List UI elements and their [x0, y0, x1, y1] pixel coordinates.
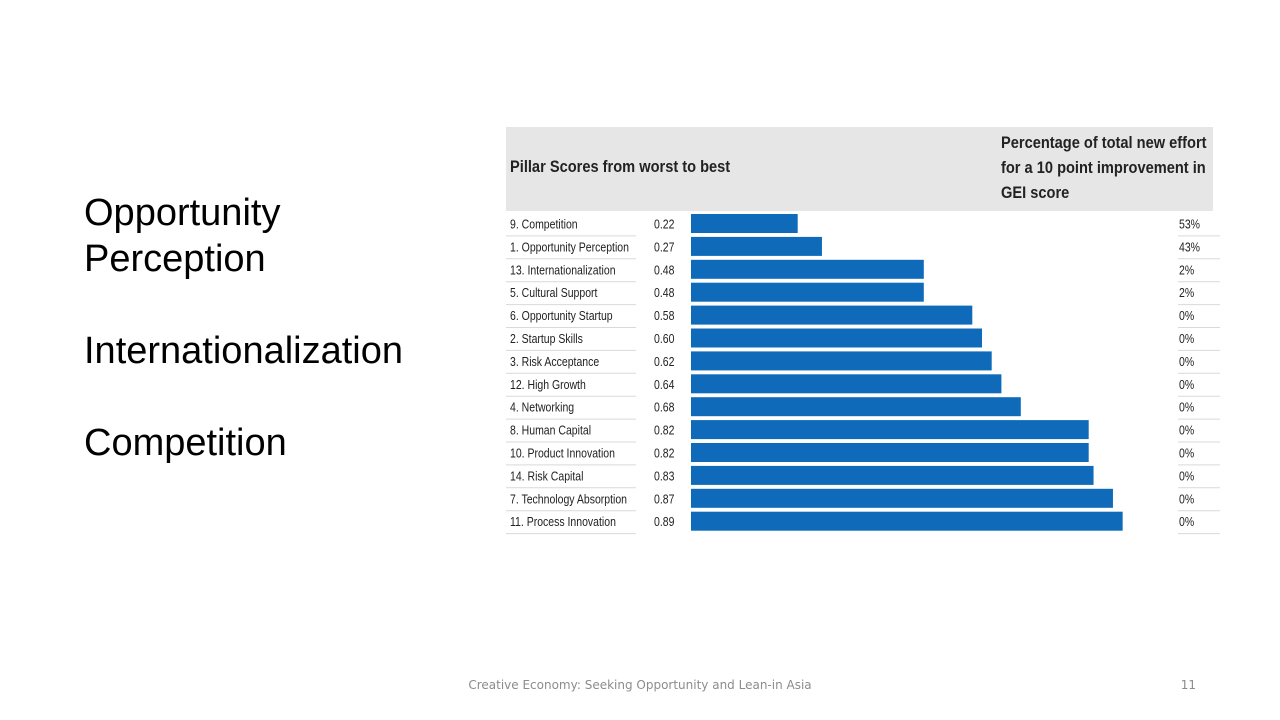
effort-label: 43%	[1179, 242, 1200, 255]
bar	[691, 328, 982, 348]
bar	[691, 214, 798, 233]
category-label: 12. High Growth	[510, 379, 586, 392]
effort-label: 2%	[1179, 287, 1194, 300]
effort-label: 0%	[1179, 402, 1194, 415]
bar	[691, 282, 924, 302]
effort-column-header: Percentage of total new effort for a 10 …	[1001, 133, 1207, 202]
point-opportunity-perception: Opportunity Perception	[84, 192, 281, 280]
category-label: 9. Competition	[510, 219, 578, 232]
page-number: 11	[1180, 678, 1196, 692]
slide-footer: Creative Economy: Seeking Opportunity an…	[468, 678, 812, 692]
bar	[691, 374, 1002, 394]
effort-label: 2%	[1179, 265, 1194, 278]
effort-label: 53%	[1179, 219, 1200, 232]
category-label: 8. Human Capital	[510, 425, 591, 438]
bar	[691, 397, 1021, 417]
value-label: 0.48	[654, 287, 674, 300]
effort-label: 0%	[1179, 471, 1194, 484]
bar	[691, 236, 822, 256]
value-label: 0.68	[654, 402, 674, 415]
effort-label: 0%	[1179, 425, 1194, 438]
value-label: 0.82	[654, 425, 674, 438]
category-label: 2. Startup Skills	[510, 333, 583, 346]
effort-label: 0%	[1179, 448, 1194, 461]
effort-label: 0%	[1179, 379, 1194, 392]
value-label: 0.87	[654, 494, 674, 507]
category-label: 10. Product Innovation	[510, 448, 615, 461]
bar	[691, 443, 1089, 462]
bar	[691, 465, 1094, 485]
value-label: 0.27	[654, 242, 674, 255]
value-label: 0.48	[654, 265, 674, 278]
effort-label: 0%	[1179, 494, 1194, 507]
effort-label: 0%	[1179, 356, 1194, 369]
category-label: 14. Risk Capital	[510, 471, 583, 484]
bar	[691, 259, 924, 279]
point-internationalization: Internationalization	[84, 330, 403, 372]
category-label: 3. Risk Acceptance	[510, 356, 599, 369]
value-label: 0.89	[654, 516, 674, 529]
value-label: 0.60	[654, 333, 674, 346]
category-label: 13. Internationalization	[510, 265, 616, 278]
bar	[691, 511, 1123, 531]
category-label: 6. Opportunity Startup	[510, 310, 613, 323]
category-label: 4. Networking	[510, 402, 574, 415]
value-label: 0.82	[654, 448, 674, 461]
slide-bullet-list: Opportunity Perception Internationalizat…	[84, 190, 464, 512]
effort-label: 0%	[1179, 333, 1194, 346]
effort-label: 0%	[1179, 516, 1194, 529]
bar	[691, 351, 992, 371]
point-competition: Competition	[84, 422, 287, 464]
bar-chart-svg: 9. Competition 0.22 53% 1. Opportunity Perc…	[506, 214, 1220, 535]
effort-label: 0%	[1179, 310, 1194, 323]
bar	[691, 305, 973, 325]
value-label: 0.22	[654, 219, 674, 232]
pillar-scores-chart: Pillar Scores from worst to best Percent…	[506, 127, 1220, 537]
category-label: 11. Process Innovation	[510, 516, 616, 529]
category-label: 1. Opportunity Perception	[510, 242, 629, 255]
value-label: 0.58	[654, 310, 674, 323]
bar	[691, 420, 1089, 440]
chart-header	[506, 127, 1213, 211]
value-label: 0.83	[654, 471, 674, 484]
value-label: 0.62	[654, 356, 674, 369]
chart-title: Pillar Scores from worst to best	[510, 157, 731, 176]
category-label: 5. Cultural Support	[510, 287, 598, 300]
value-label: 0.64	[654, 379, 675, 392]
category-label: 7. Technology Absorption	[510, 494, 627, 507]
bar	[691, 488, 1113, 508]
